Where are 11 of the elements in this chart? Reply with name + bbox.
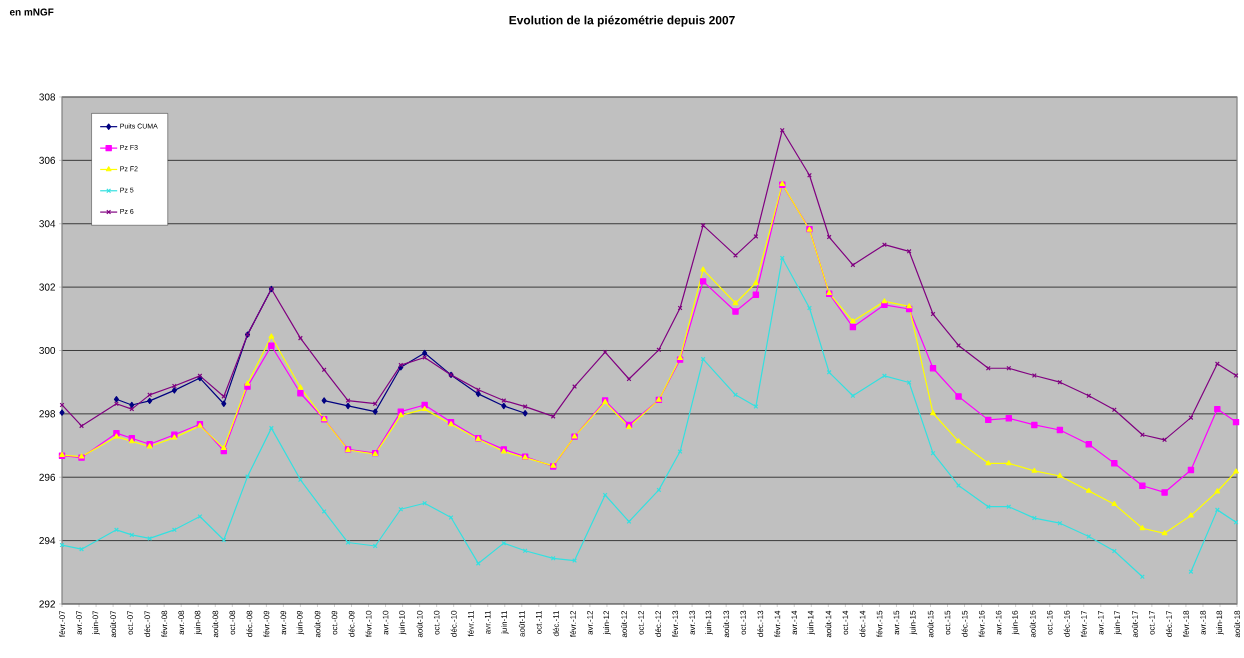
y-tick-label: 294	[39, 537, 56, 545]
text: en mNGF	[9, 8, 54, 16]
y-tick-label: 300	[39, 346, 56, 355]
y-tick-label: 302	[39, 283, 55, 291]
y-tick-label: 298	[39, 410, 56, 418]
y-tick-label: 306	[39, 156, 56, 164]
y-tick-label: 292	[39, 600, 55, 608]
y-tick-label: 308	[39, 93, 56, 101]
y-tick-label: 304	[39, 220, 56, 228]
chart-title: Evolution de la piézométrie depuis 2007	[509, 15, 735, 27]
y-tick-label: 296	[39, 473, 56, 481]
